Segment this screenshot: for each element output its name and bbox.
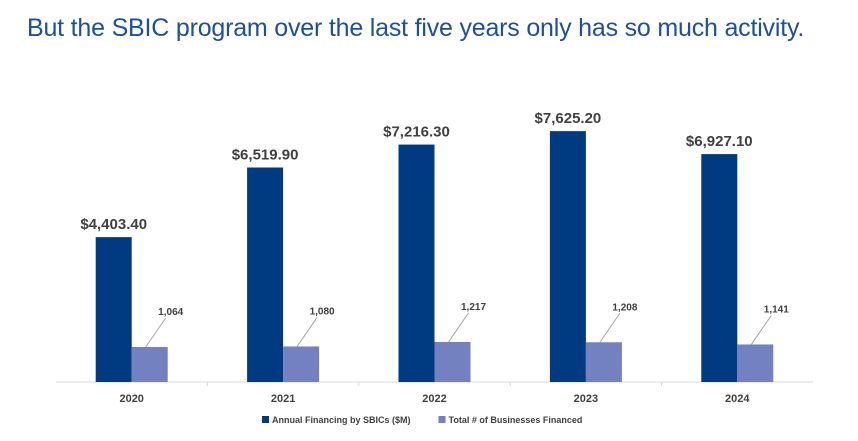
x-tick-label: 2023 <box>574 393 598 405</box>
bar-businesses-financed <box>283 346 320 382</box>
chart-title: But the SBIC program over the last five … <box>27 14 805 42</box>
leader-line <box>145 317 167 348</box>
data-label-businesses-financed: 1,141 <box>764 304 789 315</box>
leader-line <box>448 312 469 343</box>
data-label-annual-financing: $4,403.40 <box>80 216 147 233</box>
x-tick-label: 2021 <box>271 393 295 405</box>
data-label-annual-financing: $6,927.10 <box>686 133 753 150</box>
bar-businesses-financed <box>434 341 471 382</box>
legend-swatch <box>262 416 269 423</box>
bar-businesses-financed <box>131 346 168 382</box>
data-label-annual-financing: $7,625.20 <box>535 110 602 127</box>
data-label-businesses-financed: 1,080 <box>310 306 335 317</box>
bar-businesses-financed <box>737 344 774 382</box>
leader-line <box>750 315 772 345</box>
x-tick-label: 2022 <box>422 393 446 405</box>
bar-annual-financing <box>549 131 586 382</box>
legend-label: Total # of Businesses Financed <box>449 415 583 425</box>
data-label-businesses-financed: 1,064 <box>158 307 183 318</box>
data-label-annual-financing: $7,216.30 <box>383 124 450 141</box>
bar-annual-financing <box>398 144 435 382</box>
data-label-annual-financing: $6,519.90 <box>232 146 299 163</box>
legend-label: Annual Financing by SBICs ($M) <box>272 415 411 425</box>
x-tick-label: 2020 <box>119 393 143 405</box>
leader-line <box>296 317 318 347</box>
bar-businesses-financed <box>585 342 622 382</box>
leader-line <box>599 312 621 343</box>
x-tick-label: 2024 <box>725 393 750 405</box>
legend-swatch <box>438 416 446 423</box>
data-label-businesses-financed: 1,208 <box>612 302 637 313</box>
bar-annual-financing <box>95 237 132 382</box>
bar-annual-financing <box>701 154 738 382</box>
data-label-businesses-financed: 1,217 <box>461 302 486 313</box>
bar-annual-financing <box>247 167 284 382</box>
